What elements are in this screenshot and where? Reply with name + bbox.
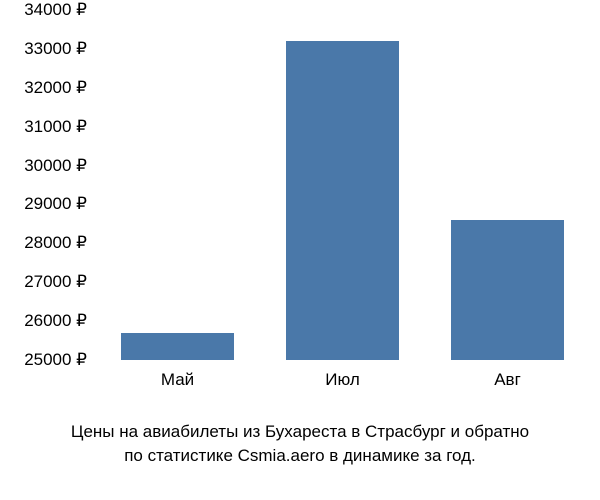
y-axis: 25000 ₽ 26000 ₽ 27000 ₽ 28000 ₽ 29000 ₽ 30000… [0, 10, 95, 410]
x-tick-label: Май [161, 370, 194, 390]
x-tick-label: Авг [494, 370, 521, 390]
y-tick-label: 28000 ₽ [24, 233, 87, 253]
y-tick-label: 30000 ₽ [24, 156, 87, 176]
chart-caption: Цены на авиабилеты из Бухареста в Страсб… [0, 420, 600, 468]
x-axis: Май Июл Авг [95, 370, 590, 400]
y-tick-label: 34000 ₽ [24, 0, 87, 20]
price-chart: 25000 ₽ 26000 ₽ 27000 ₽ 28000 ₽ 29000 ₽ 30000… [0, 10, 600, 410]
x-tick-label: Июл [325, 370, 360, 390]
y-tick-label: 32000 ₽ [24, 78, 87, 98]
y-tick-label: 29000 ₽ [24, 194, 87, 214]
bar [121, 333, 233, 360]
bar [286, 41, 398, 360]
bar [451, 220, 563, 360]
y-tick-label: 25000 ₽ [24, 350, 87, 370]
y-tick-label: 26000 ₽ [24, 311, 87, 331]
plot-area [95, 10, 590, 360]
caption-line2: по статистике Csmia.aero в динамике за г… [124, 446, 476, 465]
y-tick-label: 31000 ₽ [24, 117, 87, 137]
caption-line1: Цены на авиабилеты из Бухареста в Страсб… [71, 422, 529, 441]
y-tick-label: 33000 ₽ [24, 39, 87, 59]
y-tick-label: 27000 ₽ [24, 272, 87, 292]
